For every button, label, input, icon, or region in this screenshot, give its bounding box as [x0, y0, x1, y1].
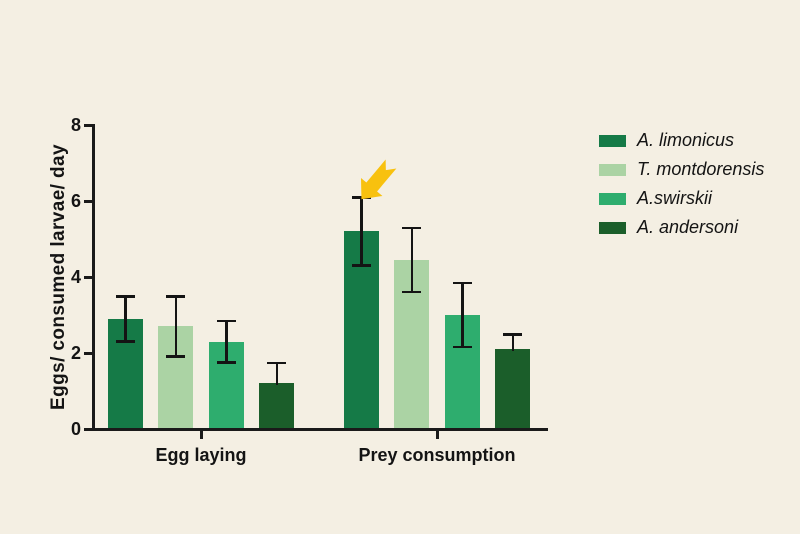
error-bar-stem	[461, 282, 464, 348]
error-bar-cap-top	[267, 361, 287, 364]
error-bar-cap-top	[166, 295, 186, 298]
y-tick-label: 2	[70, 343, 81, 363]
error-bar-cap-bottom	[115, 340, 135, 343]
y-tick	[84, 351, 92, 355]
error-bar-cap-top	[452, 281, 472, 285]
error-bar-cap-top	[351, 196, 371, 199]
x-tick	[435, 430, 439, 439]
x-axis-line	[92, 427, 548, 431]
y-tick-label: 0	[70, 419, 81, 439]
legend-swatch	[599, 192, 626, 205]
error-bar-cap-top	[115, 295, 135, 298]
error-bar-stem	[174, 296, 177, 357]
y-tick	[84, 275, 92, 279]
x-tick-label: Prey consumption	[358, 445, 516, 465]
y-tick-label: 4	[70, 267, 81, 287]
legend-item: A.swirskii	[599, 184, 764, 213]
error-bar-cap-bottom	[402, 290, 422, 294]
legend-item: A. limonicus	[599, 126, 764, 155]
error-bar-stem	[124, 296, 127, 342]
y-axis-line	[92, 123, 95, 431]
y-tick	[84, 427, 92, 431]
legend: A. limonicus T. montdorensis A.swirskii A. …	[599, 126, 764, 242]
error-bar-cap-bottom	[452, 345, 472, 349]
error-bar-stem	[360, 197, 363, 266]
error-bar-cap-top	[503, 333, 523, 336]
error-bar-cap-bottom	[351, 264, 371, 267]
y-tick-label: 6	[70, 191, 81, 211]
y-tick	[84, 123, 92, 127]
x-tick-label: Egg laying	[155, 445, 247, 465]
legend-swatch	[599, 221, 626, 234]
error-bar-cap-bottom	[166, 355, 186, 358]
legend-swatch	[599, 163, 626, 176]
bar	[259, 383, 295, 430]
y-tick	[84, 199, 92, 203]
error-bar-cap-bottom	[216, 361, 236, 364]
x-tick	[199, 430, 203, 439]
legend-swatch	[599, 134, 626, 147]
y-tick-label: 8	[70, 115, 81, 135]
error-bar-stem	[275, 362, 278, 386]
legend-item: A. andersoni	[599, 213, 764, 242]
legend-label: T. montdorensis	[637, 159, 765, 179]
error-bar-cap-top	[402, 226, 422, 230]
highlight-arrow-icon	[360, 159, 397, 200]
legend-item: T. montdorensis	[599, 155, 764, 184]
legend-label: A.swirskii	[637, 188, 712, 208]
error-bar-stem	[225, 320, 228, 363]
legend-label: A. limonicus	[637, 130, 735, 150]
error-bar-cap-top	[216, 319, 236, 323]
error-bar-stem	[511, 334, 514, 352]
bar	[495, 349, 531, 430]
error-bar-stem	[410, 227, 413, 293]
legend-label: A. andersoni	[637, 217, 739, 237]
